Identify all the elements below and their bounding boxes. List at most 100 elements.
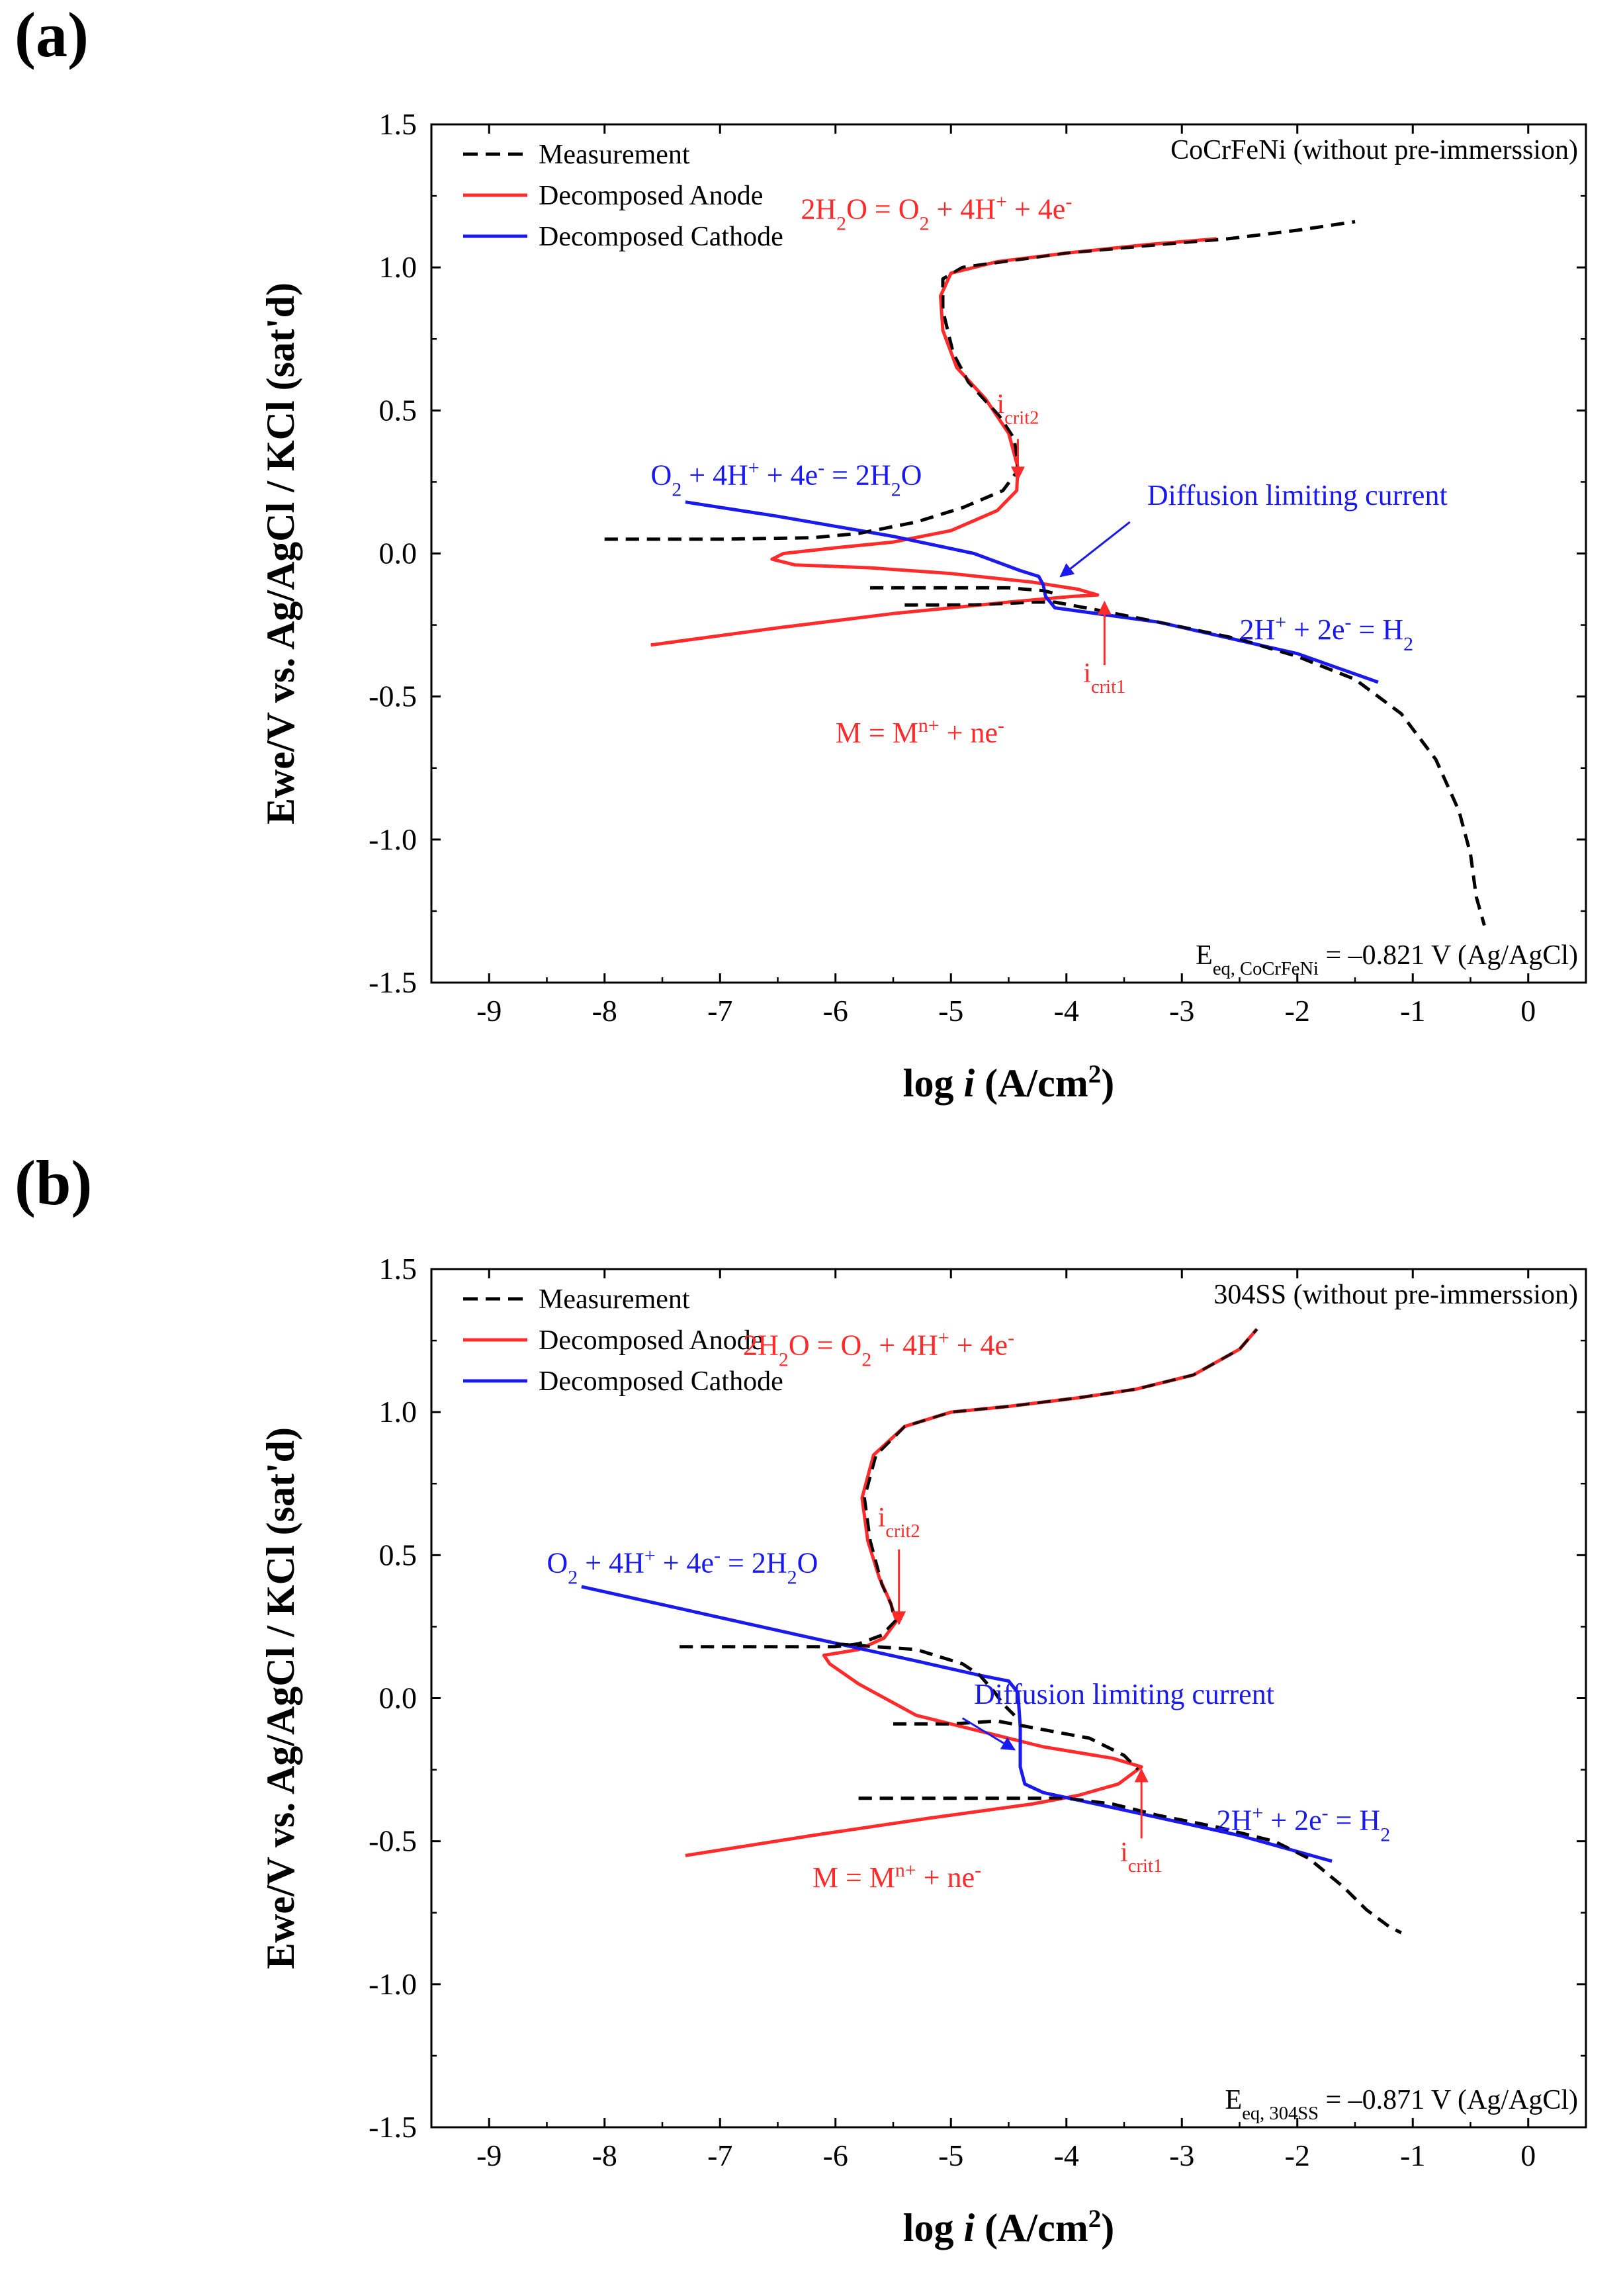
annotation-oer-part-9: + xyxy=(996,191,1007,212)
series-measurement-line xyxy=(893,1719,1139,1771)
annotation-orr-part-6: 4e xyxy=(687,1546,715,1579)
y-tick-label: 1.5 xyxy=(379,107,417,141)
annotation-oer-part-11: 4e xyxy=(1038,193,1066,226)
x-tick-label: 0 xyxy=(1520,994,1536,1028)
annotation-oer-part-4: = xyxy=(810,1329,841,1362)
diffusion-arrow xyxy=(961,1717,1016,1751)
y-tick-label: -0.5 xyxy=(369,680,417,713)
annotation-diffusion-part-0: Diffusion limiting current xyxy=(974,1678,1274,1710)
series-decomposed-cathode-line xyxy=(581,1585,1333,1863)
annotation-her-part-6: H xyxy=(1359,1804,1380,1836)
chart-title: 304SS (without pre-immerssion) xyxy=(1213,1280,1578,1310)
annotation-orr-part-4: + xyxy=(748,457,760,478)
y-tick-label: 0.0 xyxy=(379,1681,417,1715)
y-axis-title: Ewe/V vs. Ag/AgCl / KCl (sat'd) xyxy=(259,1427,302,1969)
annotation-diffusion: Diffusion limiting current xyxy=(974,1678,1274,1710)
annotation-orr-part-8: = 2 xyxy=(721,1546,766,1579)
annotation-orr-part-0: O xyxy=(547,1546,568,1579)
series-group xyxy=(581,1328,1402,1935)
x-tick-label: -1 xyxy=(1400,994,1425,1028)
annotation-oer-part-2: 2 xyxy=(779,1348,789,1370)
annotation-metal-dissolution-part-3: + xyxy=(940,717,971,749)
chart-panel-a: (a)-9 -8 -7 -6 -5 -4 -3 -2 -1 0-1.5-1.0-0.50.00.5… xyxy=(15,0,1587,1105)
annotation-metal-dissolution-part-5: - xyxy=(998,714,1004,736)
annotation-orr-part-2: + xyxy=(681,459,713,492)
x-title-part: ) xyxy=(1101,2206,1114,2250)
annotation-metal-dissolution: M = Mn+ + ne- xyxy=(812,1859,981,1894)
annotation-orr-part-5: + xyxy=(760,459,791,492)
annotation-metal-dissolution-part-3: + xyxy=(916,1861,947,1894)
x-tick-label: -6 xyxy=(823,994,848,1028)
annotation-her-part-3: 2e xyxy=(1294,1804,1322,1836)
annotations: 2H2O = O2 + 4H+ + 4e-O2 + 4H+ + 4e- = 2H… xyxy=(651,191,1578,979)
annotation-eq-part-1: eq, CoCrFeNi xyxy=(1213,959,1319,979)
annotation-equilibrium-potential: Eeq, CoCrFeNi = –0.821 V (Ag/AgCl) xyxy=(1196,940,1578,979)
annotation-orr-part-11: O xyxy=(901,459,922,492)
legend-label: Decomposed Cathode xyxy=(539,1366,783,1397)
annotation-oer-part-12: - xyxy=(1008,1327,1014,1348)
series-measurement-overlay xyxy=(904,601,1486,926)
annotation-equilibrium-potential: Eeq, 304SS = –0.871 V (Ag/AgCl) xyxy=(1225,2085,1578,2124)
annotation-orr-part-10: 2 xyxy=(891,478,901,500)
x-tick-label: -9 xyxy=(476,994,502,1028)
annotation-diffusion-part-0: Diffusion limiting current xyxy=(1147,479,1448,511)
annotation-oer-part-5: O xyxy=(899,193,920,226)
annotation-oer-part-10: + xyxy=(949,1329,981,1362)
x-tick-label: 0 xyxy=(1520,2139,1536,2172)
x-tick-label: -8 xyxy=(592,2139,617,2172)
annotation-icrit2-part-1: crit2 xyxy=(885,1521,920,1542)
y-tick-label: 1.0 xyxy=(379,1395,417,1429)
x-title-part: ) xyxy=(1101,1061,1114,1105)
annotation-icrit1-part-0: i xyxy=(1083,658,1091,689)
plot-frame xyxy=(430,123,1587,984)
panel-label: (a) xyxy=(15,0,89,70)
annotation-oer-part-9: + xyxy=(938,1327,949,1348)
annotation-orr-part-4: + xyxy=(644,1544,656,1566)
annotation-metal-dissolution-part-1: M xyxy=(893,717,918,749)
annotation-her-part-5: = xyxy=(1329,1804,1360,1836)
annotation-oer-part-6: 2 xyxy=(861,1348,871,1370)
annotation-orr-part-3: 4H xyxy=(713,459,748,492)
x-title-part: log xyxy=(903,1061,964,1105)
y-tick-label: 0.5 xyxy=(379,393,417,427)
x-title-part: 2 xyxy=(1088,2205,1102,2233)
x-title-part: i xyxy=(963,2206,975,2250)
annotation-eq-part-1: eq, 304SS xyxy=(1242,2103,1319,2124)
y-axis: -1.5 -1.0 -0.5 0.0 0.5 1.0 1.5 xyxy=(369,1252,1586,2144)
annotation-her-part-7: 2 xyxy=(1380,1824,1390,1845)
annotation-icrit2: icrit2 xyxy=(996,390,1039,429)
legend-label: Decomposed Cathode xyxy=(539,222,783,252)
annotation-her-part-2: + xyxy=(1286,613,1317,646)
annotation-her: 2H+ + 2e- = H2 xyxy=(1240,611,1414,655)
annotation-oer: 2H2O = O2 + 4H+ + 4e- xyxy=(801,191,1072,234)
x-title-part: (A/cm xyxy=(975,1061,1088,1105)
annotation-oer-part-10: + xyxy=(1007,193,1038,226)
annotation-her-part-1: + xyxy=(1275,611,1286,633)
x-tick-label: -2 xyxy=(1285,994,1310,1028)
annotation-her-part-7: 2 xyxy=(1403,633,1413,655)
annotation-her-part-1: + xyxy=(1252,1802,1263,1824)
legend: Measurement Decomposed Anode Decomposed Ca… xyxy=(463,140,783,252)
annotation-eq-part-2: = –0.821 V (Ag/AgCl) xyxy=(1319,940,1578,971)
x-tick-label: -7 xyxy=(707,2139,732,2172)
annotation-her-part-0: 2H xyxy=(1217,1804,1252,1836)
x-tick-label: -5 xyxy=(938,994,963,1028)
annotation-oer-part-4: = xyxy=(867,193,899,226)
series-decomposed-anode-line xyxy=(685,1328,1258,1857)
y-tick-label: -1.0 xyxy=(369,1967,417,2001)
annotation-metal-dissolution-part-2: n+ xyxy=(895,1859,916,1880)
legend-label: Decomposed Anode xyxy=(539,181,763,211)
annotation-icrit1-part-0: i xyxy=(1120,1837,1128,1868)
annotation-oer-part-8: 4H xyxy=(960,193,996,226)
annotation-orr-part-5: + xyxy=(656,1546,687,1579)
x-tick-label: -4 xyxy=(1054,2139,1079,2172)
annotation-icrit2-part-0: i xyxy=(996,390,1004,420)
annotation-orr-part-8: = 2 xyxy=(824,459,870,492)
annotation-oer-part-3: O xyxy=(789,1329,810,1362)
x-tick-label: -5 xyxy=(938,2139,963,2172)
annotation-oer-part-7: + xyxy=(871,1329,902,1362)
annotation-orr-part-9: H xyxy=(870,459,891,492)
x-title-part: i xyxy=(963,1061,975,1105)
legend-label: Measurement xyxy=(539,1284,690,1315)
